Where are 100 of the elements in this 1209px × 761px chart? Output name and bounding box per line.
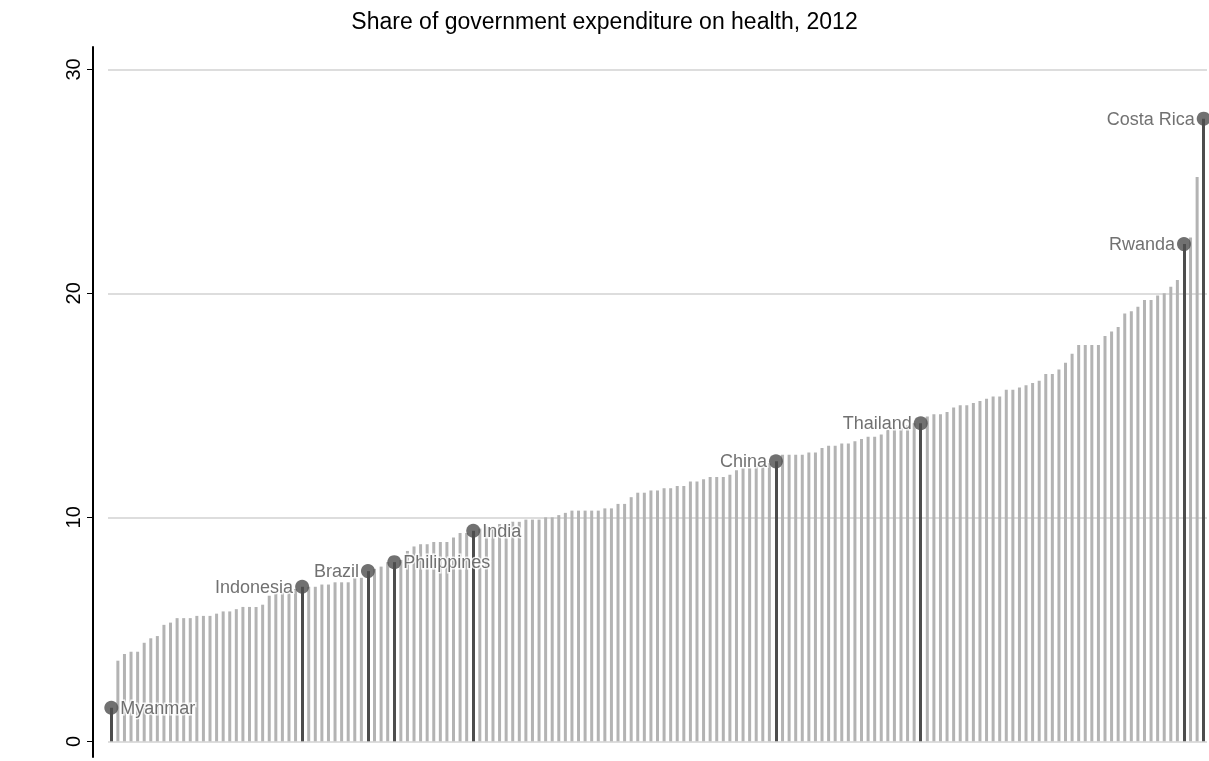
bar: [748, 468, 752, 742]
bar: [1142, 300, 1146, 742]
bar: [373, 568, 377, 742]
bar: [958, 405, 962, 742]
bar: [1050, 374, 1054, 742]
bar: [326, 584, 330, 742]
bar: [261, 604, 265, 742]
y-tick-label: 10: [62, 506, 84, 529]
bar: [965, 405, 969, 742]
data-label: Costa Rica: [1106, 108, 1196, 129]
data-label: Brazil: [313, 561, 359, 582]
point: [913, 416, 928, 431]
bar: [359, 577, 363, 742]
bar: [728, 474, 732, 742]
bar: [767, 463, 771, 742]
bar: [800, 454, 804, 742]
bar: [1156, 295, 1160, 742]
bar: [116, 660, 120, 742]
bar: [971, 403, 975, 742]
bar: [932, 414, 936, 742]
bar: [1077, 344, 1081, 742]
bar: [1175, 279, 1179, 742]
bar: [866, 436, 870, 742]
bar: [1103, 335, 1107, 742]
bar: [215, 613, 219, 742]
bar: [274, 593, 278, 742]
bar: [609, 508, 613, 742]
data-label: Thailand: [842, 413, 912, 434]
y-tick-label: 0: [62, 735, 84, 747]
bar: [846, 443, 850, 742]
bar: [879, 434, 883, 742]
bar: [820, 447, 824, 742]
bar: [590, 510, 594, 742]
bar: [353, 577, 357, 742]
bar: [1110, 331, 1114, 742]
bar: [307, 586, 311, 742]
bar: [734, 470, 738, 742]
bar: [524, 519, 528, 742]
bar: [570, 510, 574, 742]
bar: [833, 445, 837, 742]
bar: [550, 517, 554, 742]
y-tick-label: 20: [62, 282, 84, 305]
bar: [1162, 293, 1166, 742]
bar: [386, 562, 390, 742]
bar: [1017, 387, 1021, 742]
bar: [530, 519, 534, 742]
bar: [787, 454, 791, 742]
point: [466, 523, 481, 538]
bar: [813, 452, 817, 742]
y-tick-label: 30: [62, 58, 84, 81]
bar: [340, 582, 344, 742]
bar: [781, 454, 785, 742]
bar: [1031, 382, 1035, 742]
point: [1176, 237, 1191, 252]
bar: [1136, 306, 1140, 742]
bar: [656, 490, 659, 742]
bar: [544, 517, 548, 742]
bar: [662, 488, 666, 742]
bar: [827, 445, 831, 742]
bar: [642, 492, 646, 742]
point: [768, 454, 783, 469]
point: [104, 700, 119, 715]
bar: [1096, 344, 1100, 742]
bar: [669, 488, 673, 742]
bar: [201, 615, 205, 742]
bar: [557, 515, 561, 742]
bar: [1195, 176, 1199, 742]
bar: [702, 479, 706, 742]
point: [1196, 111, 1209, 126]
bar: [675, 485, 679, 742]
bar: [267, 595, 271, 742]
bar: [1116, 326, 1120, 742]
point: [360, 564, 375, 579]
bar: [1064, 362, 1068, 742]
point: [295, 579, 310, 594]
bar: [1149, 300, 1153, 742]
bar: [794, 454, 798, 742]
bar: [346, 582, 350, 742]
bar: [991, 396, 995, 742]
data-label: Indonesia: [215, 576, 295, 597]
bar: [985, 398, 989, 742]
bar: [254, 606, 258, 742]
bar: [649, 490, 653, 742]
bar: [1123, 313, 1127, 742]
bar: [1044, 374, 1048, 742]
bar: [208, 615, 212, 742]
bar: [741, 468, 745, 742]
bar: [563, 512, 567, 742]
bar: [1004, 389, 1008, 742]
bar: [1024, 385, 1028, 742]
bar: [195, 615, 199, 742]
bar: [603, 508, 607, 742]
bar: [1011, 389, 1015, 742]
bar: [399, 559, 403, 742]
bar: [912, 423, 916, 742]
bar: [1037, 380, 1041, 742]
bar: [952, 407, 956, 742]
bar: [925, 416, 929, 742]
bar: [1057, 369, 1061, 742]
bar: [294, 589, 298, 742]
